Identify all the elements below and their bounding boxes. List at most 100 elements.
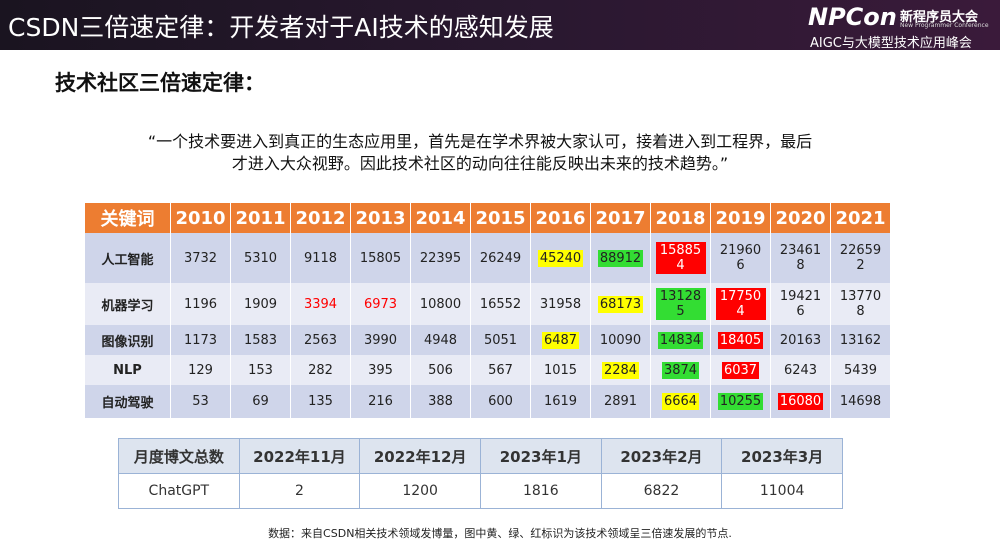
cell: 11004	[721, 473, 843, 509]
cell-value: 45240	[537, 249, 584, 267]
cell: 3394	[290, 283, 351, 325]
cell: 1909	[230, 283, 291, 325]
cell-value: 282	[308, 362, 333, 378]
cell: 53	[170, 385, 231, 418]
footnote: 数据：来自CSDN相关技术领域发博量，图中黄、绿、红标识为该技术领域呈三倍速发展…	[268, 527, 732, 540]
header-cell: 月度博文总数	[118, 438, 240, 474]
header-cell: 2018	[650, 203, 711, 233]
cell: 6487	[530, 325, 591, 355]
cell-value: 10800	[419, 296, 462, 312]
cell-value: 6487	[541, 331, 580, 349]
header-row: 月度博文总数 2022年11月 2022年12月 2023年1月 2023年2月 2023…	[118, 438, 843, 474]
cell: 1196	[170, 283, 231, 325]
cell: 3990	[350, 325, 411, 355]
cell: 2	[238, 473, 361, 509]
cell-value: 3732	[183, 250, 218, 266]
cell: 10090	[590, 325, 651, 355]
cell-value: 3874	[661, 361, 700, 379]
cell: 1583	[230, 325, 291, 355]
cell-value: 88912	[597, 249, 644, 267]
cell: 2284	[590, 355, 651, 385]
cell-value: 26249	[479, 250, 522, 266]
logo-cn: 新程序员大会	[900, 10, 979, 25]
cell: 14698	[830, 385, 891, 418]
cell-value: 600	[488, 394, 513, 409]
cell: 9118	[290, 233, 351, 283]
cell: 31958	[530, 283, 591, 325]
cell-value: 153	[248, 362, 273, 378]
cell-value: 219606	[719, 243, 762, 273]
header-cell: 2022年11月	[238, 438, 361, 474]
header-cell: 2015	[470, 203, 531, 233]
logo-en: New Programmer Conference	[900, 22, 989, 29]
quote-line: 才进入大众视野。因此技术社区的动向往往能反映出未来的技术趋势。”	[231, 154, 729, 173]
cell-value: 31958	[539, 296, 582, 312]
cell-value: 2563	[303, 332, 338, 348]
cell-value: 129	[188, 362, 213, 378]
cell: 18405	[710, 325, 771, 355]
cell-value: 20163	[779, 332, 822, 348]
cell-value: 6973	[363, 296, 398, 312]
data-row: 人工智能 3732 5310 9118 15805 22395 26249 45240 8891…	[85, 233, 891, 283]
data-row: 图像识别 1173 1583 2563 3990 4948 5051 6487 10090 148…	[85, 325, 891, 355]
cell-value: 68173	[597, 295, 644, 313]
cell: 129	[170, 355, 231, 385]
cell: 216	[350, 385, 411, 418]
data-row: 自动驾驶 53 69 135 216 388 600 1619 2891 6664 10255 160…	[85, 385, 891, 418]
cell: 6664	[650, 385, 711, 418]
cell-value: 69	[252, 394, 269, 409]
row-label: 机器学习	[85, 283, 171, 325]
cell-value: 16552	[479, 296, 522, 312]
data-row: 机器学习 1196 1909 3394 6973 10800 16552 31958 68173…	[85, 283, 891, 325]
cell: 1619	[530, 385, 591, 418]
cell: 26249	[470, 233, 531, 283]
cell: 16552	[470, 283, 531, 325]
cell-value: 1619	[543, 394, 578, 409]
data-row: ChatGPT 2 1200 1816 6822 11004	[118, 473, 843, 509]
cell-value: 14698	[839, 394, 882, 409]
title-bar	[0, 0, 1000, 50]
header-cell: 2020	[770, 203, 831, 233]
cell: 1173	[170, 325, 231, 355]
cell-value: 22395	[419, 250, 462, 266]
quote-line: “一个技术要进入到真正的生态应用里，首先是在学术界被大家认可，接着进入到工程界，…	[147, 132, 813, 151]
cell: 6973	[350, 283, 411, 325]
chatgpt-table: 月度博文总数 2022年11月 2022年12月 2023年1月 2023年2月 2023…	[118, 438, 843, 509]
cell: 1816	[479, 473, 602, 509]
cell: 6822	[600, 473, 723, 509]
row-label: 自动驾驶	[85, 385, 171, 418]
cell-value: 226592	[839, 243, 882, 273]
cell: 282	[290, 355, 351, 385]
cell: 6037	[710, 355, 771, 385]
cell: 6243	[770, 355, 831, 385]
cell-value: 1909	[243, 296, 278, 312]
keyword-table: 关键词 2010 2011 2012 2013 2014 2015 2016 2017 2018 2…	[85, 203, 891, 418]
cell-value: 216	[368, 394, 393, 409]
header-cell: 2011	[230, 203, 291, 233]
header-row: 关键词 2010 2011 2012 2013 2014 2015 2016 2017 2018 2…	[85, 203, 891, 233]
data-row: NLP 129 153 282 395 506 567 1015 2284 3874 6037 624…	[85, 355, 891, 385]
cell: 1200	[359, 473, 481, 509]
cell: ChatGPT	[118, 473, 240, 509]
header-cell: 2022年12月	[359, 438, 481, 474]
cell-value: 14834	[657, 331, 704, 349]
cell-value: 3394	[303, 296, 338, 312]
header-cell: 2023年2月	[600, 438, 723, 474]
header-cell: 2014	[410, 203, 471, 233]
cell-value: 10090	[599, 332, 642, 348]
header-cell: 2012	[290, 203, 351, 233]
header-cell: 2010	[170, 203, 231, 233]
cell-value: 6243	[783, 362, 818, 378]
cell-value: 53	[192, 394, 209, 409]
cell-value: 1173	[183, 332, 218, 348]
cell-value: 5051	[483, 332, 518, 348]
cell-value: 10255	[717, 393, 764, 410]
cell: 10800	[410, 283, 471, 325]
cell-value: 2891	[603, 394, 638, 409]
cell-value: 1583	[243, 332, 278, 348]
cell: 1015	[530, 355, 591, 385]
header-cell: 2016	[530, 203, 591, 233]
cell: 15805	[350, 233, 411, 283]
cell-value: 5310	[243, 250, 278, 266]
cell-value: 567	[488, 362, 513, 378]
